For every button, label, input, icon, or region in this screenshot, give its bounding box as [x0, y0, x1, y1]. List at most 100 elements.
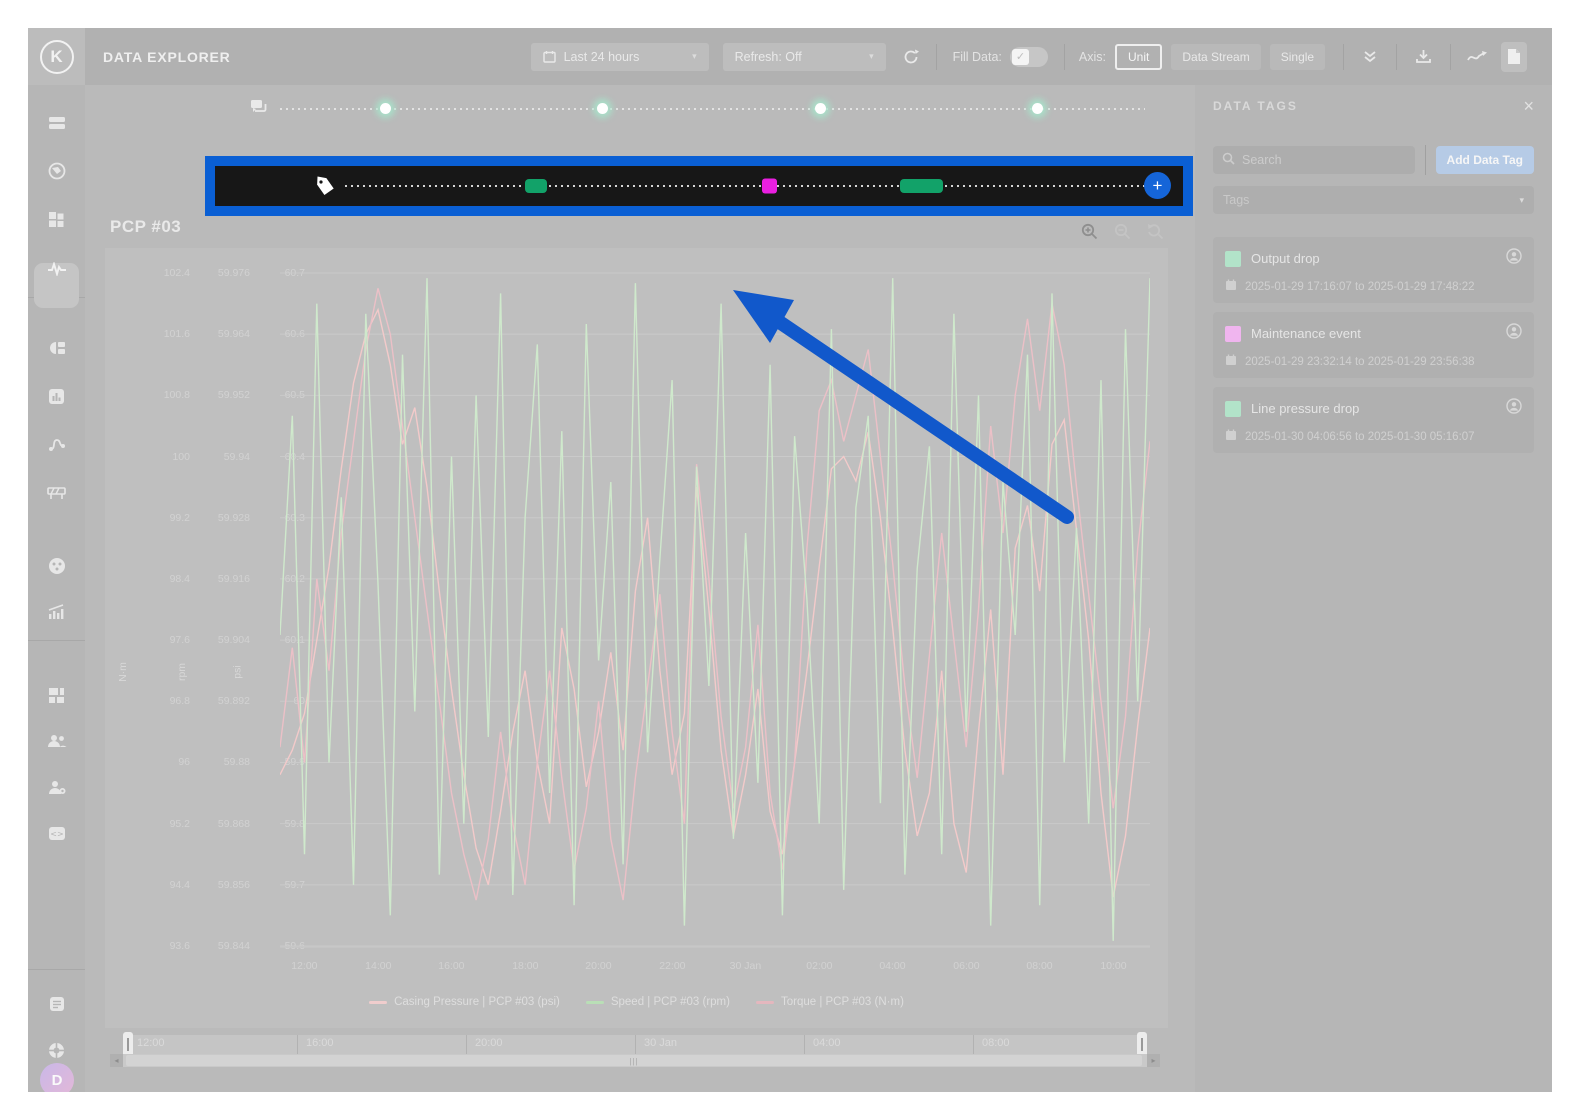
scroll-right-icon[interactable]: ▸: [1147, 1054, 1160, 1067]
data-tags-panel: DATA TAGS × Search Add Data Tag Tags ▾ O…: [1195, 85, 1552, 1092]
x-tick-label: 12:00: [291, 960, 318, 972]
series-speed: [280, 278, 1150, 941]
y-tick-label: 96.8: [169, 695, 190, 708]
equipment-icon: [48, 115, 66, 131]
close-icon[interactable]: ×: [1523, 96, 1534, 116]
scrollbar-thumb[interactable]: |||: [126, 1055, 1142, 1066]
sidebar-item-data-explorer[interactable]: [28, 249, 85, 289]
axis-mode-single[interactable]: Single: [1269, 43, 1326, 70]
y-tick-label: 102.4: [163, 267, 190, 279]
series-casing: [280, 307, 1150, 898]
sidebar-item-docs[interactable]: [28, 984, 85, 1024]
range-handle-left[interactable]: [123, 1032, 133, 1057]
user-avatar[interactable]: D: [40, 1063, 74, 1092]
collapse-all-icon[interactable]: [1362, 49, 1378, 65]
comment-marker[interactable]: [596, 103, 608, 114]
fill-data-toggle[interactable]: ✓: [1009, 46, 1048, 67]
add-data-tag-button[interactable]: Add Data Tag: [1435, 146, 1534, 174]
x-tick-label: 18:00: [512, 960, 539, 972]
zoom-in-icon[interactable]: [1081, 223, 1098, 245]
chevron-down-icon: ▾: [869, 51, 874, 61]
axis-mode-unit[interactable]: Unit: [1115, 43, 1163, 70]
data-tag-marker[interactable]: [900, 179, 944, 193]
scroll-left-icon[interactable]: ◂: [110, 1054, 123, 1067]
x-tick-label: 14:00: [365, 960, 392, 972]
user-icon[interactable]: [1506, 323, 1522, 344]
report-file-icon[interactable]: [1501, 41, 1528, 72]
tag-date-range: 2025-01-29 17:16:07 to 2025-01-29 17:48:…: [1245, 280, 1475, 293]
trend-chart-icon[interactable]: [1467, 50, 1488, 64]
user-icon[interactable]: [1506, 248, 1522, 269]
apps-icon: [48, 211, 65, 228]
chevron-down-icon: ▾: [692, 51, 697, 61]
sidebar-item-developer[interactable]: <>: [28, 813, 85, 853]
legend-item-torque[interactable]: Torque | PCP #03 (N·m): [755, 996, 904, 1008]
time-range-dropdown[interactable]: Last 24 hours ▾: [530, 42, 709, 71]
range-label: 30 Jan: [635, 1035, 804, 1054]
refresh-dropdown[interactable]: Refresh: Off ▾: [722, 42, 886, 71]
sidebar-item-maintenance[interactable]: [28, 472, 85, 512]
data-tag-marker[interactable]: [762, 178, 778, 194]
axis-label: Axis:: [1078, 49, 1107, 64]
comment-marker[interactable]: [379, 103, 391, 114]
y-tick-label: 59.856: [217, 878, 250, 891]
reports-icon: [48, 388, 65, 405]
zoom-out-icon[interactable]: [1114, 223, 1131, 245]
legend-swatch: [585, 1000, 604, 1004]
comment-marker[interactable]: [1031, 103, 1043, 114]
sidebar-item-dashboard[interactable]: [28, 675, 85, 715]
y-tick-label: 59.868: [217, 817, 250, 830]
app-logo[interactable]: K: [28, 28, 85, 85]
range-handle-right[interactable]: [1137, 1032, 1147, 1057]
comments-icon[interactable]: [250, 99, 269, 121]
axis-mode-data-stream[interactable]: Data Stream: [1171, 43, 1261, 70]
tag-card-output-drop[interactable]: Output drop 2025-01-29 17:16:07 to 2025-…: [1213, 237, 1534, 303]
sidebar-item-analytics[interactable]: [28, 592, 85, 632]
y-tick-label: 100.8: [163, 389, 190, 402]
refresh-icon[interactable]: [902, 48, 920, 66]
sidebar-item-equipment[interactable]: [28, 103, 85, 143]
zoom-reset-icon[interactable]: [1147, 223, 1164, 245]
scrollbar-grip: |||: [629, 1057, 639, 1066]
search-input[interactable]: Search: [1213, 146, 1415, 174]
tag-icon[interactable]: [313, 174, 337, 203]
time-range-selector[interactable]: 12:00 16:00 20:00 30 Jan 04:00 08:00: [123, 1032, 1147, 1057]
sidebar-item-teams[interactable]: [28, 721, 85, 761]
legend-item-casing-pressure[interactable]: Casing Pressure | PCP #03 (psi): [369, 996, 560, 1008]
user-icon[interactable]: [1506, 398, 1522, 419]
legend-item-speed[interactable]: Speed | PCP #03 (rpm): [585, 996, 730, 1008]
y-tick-label: 101.6: [163, 328, 190, 341]
y-tick-label: 59.916: [217, 572, 250, 585]
data-tag-marker[interactable]: [525, 179, 548, 193]
sidebar-item-user-admin[interactable]: [28, 767, 85, 807]
line-chart[interactable]: [280, 248, 1150, 948]
data-explorer-icon: [47, 262, 67, 276]
divider: [1424, 145, 1426, 175]
sidebar-item-map[interactable]: [28, 151, 85, 191]
chart-zoom-tools: [1081, 223, 1164, 245]
sidebar-item-routes[interactable]: [28, 424, 85, 464]
sidebar-item-support[interactable]: [28, 1030, 85, 1070]
add-tag-button[interactable]: +: [1144, 172, 1171, 199]
divider: [28, 969, 85, 970]
x-tick-label: 04:00: [879, 960, 906, 972]
download-icon[interactable]: [1415, 48, 1432, 65]
tag-card-maintenance-event[interactable]: Maintenance event 2025-01-29 23:32:14 to…: [1213, 312, 1534, 378]
sidebar-item-wheel[interactable]: [28, 546, 85, 586]
horizontal-scrollbar[interactable]: ◂ ||| ▸: [110, 1054, 1160, 1067]
components-icon: [48, 340, 66, 356]
tags-track: [345, 185, 1145, 187]
x-tick-label: 06:00: [953, 960, 980, 972]
divider: [935, 43, 937, 70]
user-gear-icon: [48, 780, 66, 795]
comment-marker[interactable]: [814, 103, 826, 114]
sidebar-item-components[interactable]: [28, 328, 85, 368]
chevron-down-icon: ▾: [1519, 194, 1524, 205]
sidebar-item-reports[interactable]: [28, 376, 85, 416]
tags-filter-dropdown[interactable]: Tags ▾: [1213, 186, 1534, 214]
x-tick-label: 08:00: [1026, 960, 1053, 972]
y-tick-label: 59.964: [217, 328, 250, 341]
tag-card-line-pressure-drop[interactable]: Line pressure drop 2025-01-30 04:06:56 t…: [1213, 387, 1534, 453]
y-tick-label: 59.892: [217, 695, 250, 708]
sidebar-item-apps[interactable]: [28, 199, 85, 239]
